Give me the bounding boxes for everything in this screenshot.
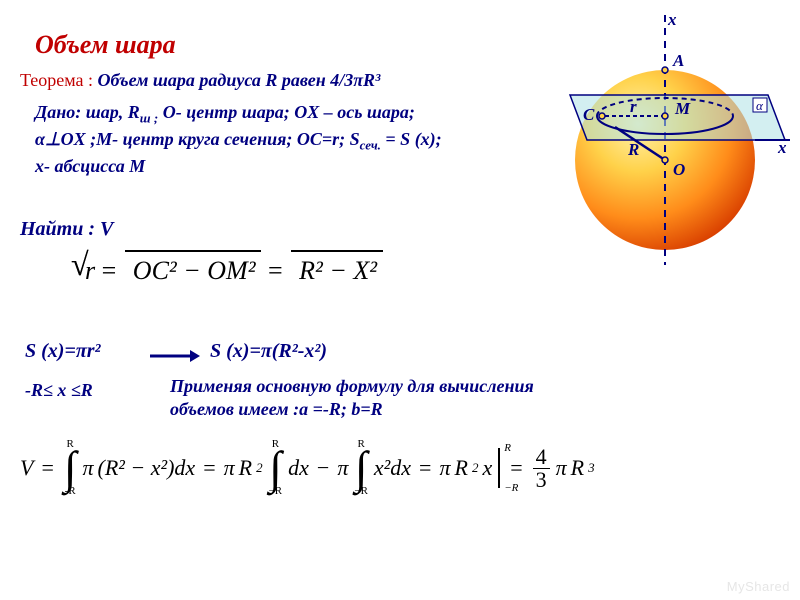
theorem-line: Теорема : Объем шара радиуса R равен 4/3… — [20, 70, 380, 91]
arrow-icon — [150, 348, 200, 364]
theorem-label: Теорема : — [20, 70, 98, 90]
svg-text:M: M — [674, 99, 691, 118]
apply-text: Применяя основную формулу для вычисления… — [170, 375, 590, 422]
integral-equation: V = R∫-R π (R² − x²)dx = πR2 R∫−R dx − π… — [20, 440, 595, 497]
svg-text:α: α — [756, 98, 764, 113]
svg-text:R: R — [627, 140, 639, 159]
given-block: Дано: шар, Rш ; O- центр шара; OX – ось … — [35, 100, 455, 179]
x-range: -R≤ x ≤R — [25, 380, 93, 401]
svg-text:r: r — [630, 97, 637, 116]
svg-text:C: C — [583, 105, 595, 124]
formula-r: r = √OC² − OM² = √R² − X² — [85, 250, 383, 286]
svg-text:x: x — [667, 10, 677, 29]
watermark: MyShared — [727, 579, 790, 594]
svg-text:x: x — [777, 138, 787, 157]
find-label: Найти : V — [20, 218, 113, 241]
svg-text:A: A — [672, 51, 684, 70]
sx-left: S (x)=πr² — [25, 340, 101, 363]
sphere-diagram: α A M C Ox x Rr — [510, 10, 790, 270]
svg-text:O: O — [673, 160, 685, 179]
page-title: Объем шара — [35, 30, 176, 60]
theorem-statement: Объем шара радиуса R равен 4/3πR³ — [98, 70, 381, 90]
sx-right: S (x)=π(R²-x²) — [210, 340, 327, 363]
